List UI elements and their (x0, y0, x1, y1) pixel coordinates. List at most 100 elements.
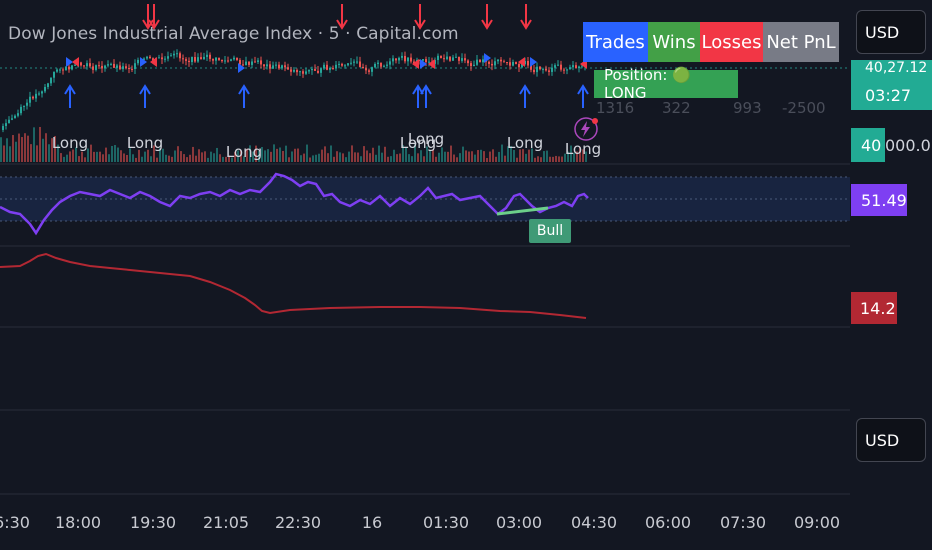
volume-bar (18, 133, 20, 162)
chart-canvas[interactable] (0, 0, 850, 550)
volume-bar (390, 156, 392, 162)
candle-body (8, 119, 10, 124)
volume-bar (423, 156, 425, 162)
volume-bar (348, 151, 350, 162)
candle-body (263, 64, 265, 67)
long-signal-label: Long (51, 134, 89, 152)
volume-bar (378, 145, 380, 162)
volume-bar (489, 151, 491, 162)
candle-body (185, 59, 187, 61)
candle-body (104, 65, 106, 69)
candle-body (308, 70, 310, 72)
candle-body (326, 64, 328, 70)
candle-body (146, 56, 148, 59)
long-signal-label: Long (506, 134, 544, 152)
volume-bar (228, 155, 230, 162)
volume-bar (564, 153, 566, 162)
volume-bar (264, 150, 266, 162)
candle-body (302, 71, 304, 74)
buy-arrow-icon (139, 84, 151, 108)
buy-arrow-icon (412, 84, 424, 108)
volume-bar (396, 154, 398, 162)
volume-bar (111, 145, 113, 162)
candle-body (425, 59, 427, 63)
volume-bar (387, 156, 389, 162)
time-axis-label: 22:30 (274, 513, 322, 532)
candle-body (161, 57, 163, 60)
candle-body (428, 61, 430, 63)
buy-arrow-icon (238, 84, 250, 108)
candle-body (392, 58, 394, 62)
chart-area[interactable]: Dow Jones Industrial Average Index · 5 ·… (0, 0, 850, 550)
volume-bar (414, 144, 416, 162)
volume-bar (24, 133, 26, 162)
currency-button-top[interactable]: USD (856, 10, 926, 54)
candle-body (206, 54, 208, 57)
volume-suffix: 000.0 (885, 136, 931, 155)
volume-bar (276, 148, 278, 162)
candle-body (86, 63, 88, 67)
lightning-icon[interactable] (573, 116, 599, 142)
candle-body (407, 57, 409, 62)
volume-bar (168, 155, 170, 162)
volume-bar (447, 151, 449, 162)
candle-body (311, 68, 313, 71)
volume-bar (201, 152, 203, 162)
volume-bar (153, 145, 155, 162)
candle-body (2, 126, 4, 130)
candle-body (239, 59, 241, 65)
candle-body (320, 68, 322, 73)
time-axis-label: 19:30 (129, 513, 177, 532)
candle-body (32, 96, 34, 99)
candle-body (260, 60, 262, 65)
candle-body (437, 55, 439, 61)
trades-header: Trades (583, 22, 648, 62)
candle-body (551, 67, 553, 72)
signal-arrows (64, 4, 589, 108)
candle-body (290, 69, 292, 72)
volume-bar (249, 145, 251, 162)
candle-body (242, 64, 244, 66)
volume-bar (96, 151, 98, 162)
candle-body (119, 65, 121, 70)
candle-body (167, 56, 169, 59)
candle-body (224, 60, 226, 62)
volume-bar (312, 155, 314, 162)
wins-value: 322 (662, 99, 691, 117)
candle-body (47, 83, 49, 87)
volume-bar (132, 154, 134, 162)
candle-body (284, 65, 286, 68)
volume-bar (75, 147, 77, 162)
position-badge: Position: 🟢 LONG (594, 66, 738, 102)
candle-body (35, 93, 37, 99)
currency-button-bottom[interactable]: USD (856, 418, 926, 462)
volume-bar (267, 149, 269, 162)
volume-bar (474, 154, 476, 162)
volume-bar (360, 156, 362, 162)
volume-bar (576, 151, 578, 162)
candle-body (395, 58, 397, 61)
candle-body (200, 57, 202, 60)
volume-bar (345, 157, 347, 162)
volume-bar (87, 148, 89, 162)
volume-bar (537, 156, 539, 162)
volume-bar (12, 135, 14, 162)
volume-bar (9, 146, 11, 162)
volume-bar (459, 153, 461, 162)
volume-bar (108, 154, 110, 162)
volume-bar (543, 151, 545, 162)
volume-bar (330, 145, 332, 162)
time-axis-label: 18:00 (54, 513, 102, 532)
time-axis-label: 16 (361, 513, 383, 532)
candle-body (218, 57, 220, 60)
candle-body (128, 68, 130, 70)
volume-bar (525, 153, 527, 162)
candle-body (149, 56, 151, 59)
volume-bar (30, 144, 32, 162)
candle-body (50, 77, 52, 84)
candle-body (305, 71, 307, 74)
volume-bar (372, 147, 374, 162)
candle-body (275, 64, 277, 66)
volume-bar (561, 156, 563, 162)
sell-arrow-icon (414, 4, 426, 30)
